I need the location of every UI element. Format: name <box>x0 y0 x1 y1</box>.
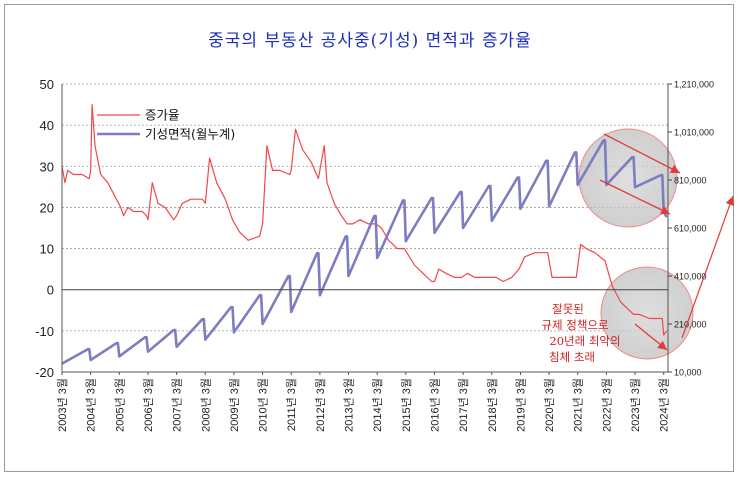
right-tick-label: 1,210,000 <box>674 80 714 90</box>
x-tick-label: 2010년 3월 <box>257 378 270 432</box>
trend-arrow-upper <box>603 133 681 174</box>
x-tick-label: 2011년 3월 <box>285 378 298 431</box>
trend-arrow-lower <box>599 179 671 215</box>
x-tick-label: 2024년 3월 <box>658 378 671 432</box>
right-axis-ticks: 1,210,000 1,010,000 810,000 610,000 410,000 2… <box>668 80 714 378</box>
left-tick-label: -10 <box>35 324 54 339</box>
left-tick-label: 50 <box>40 77 54 92</box>
x-tick-label: 2020년 3월 <box>543 378 556 432</box>
left-axis-ticks: 50 40 30 20 10 0 -10 -20 <box>35 77 54 380</box>
x-tick-label: 2004년 3월 <box>85 378 98 432</box>
x-tick-label: 2018년 3월 <box>486 378 499 432</box>
x-tick-label: 2008년 3월 <box>199 378 212 432</box>
x-tick-label: 2013년 3월 <box>343 378 356 432</box>
x-tick-label: 2017년 3월 <box>457 378 470 432</box>
x-tick-label: 2006년 3월 <box>142 378 155 432</box>
left-tick-label: 30 <box>40 159 54 174</box>
x-tick-label: 2014년 3월 <box>371 378 384 432</box>
x-tick-label: 2003년 3월 <box>56 378 69 432</box>
trend-arrow-lower-head <box>659 206 670 215</box>
right-tick-label: 610,000 <box>674 224 707 234</box>
left-tick-label: 0 <box>47 283 54 298</box>
x-tick-label: 2015년 3월 <box>400 378 413 432</box>
series-line-area <box>61 139 668 365</box>
x-tick-label: 2023년 3월 <box>629 378 642 432</box>
annotation-line: 규제 정책으로 <box>541 318 608 332</box>
outside-arrow-head <box>725 196 735 206</box>
left-tick-label: -20 <box>35 365 54 380</box>
right-tick-label: 810,000 <box>674 176 707 186</box>
trend-arrows <box>599 133 735 351</box>
series-layer <box>61 104 668 365</box>
trend-arrow-growth-head <box>657 340 667 350</box>
x-tick-label: 2021년 3월 <box>572 378 585 432</box>
left-tick-label: 20 <box>40 200 54 215</box>
legend-label: 기성면적(월누계) <box>145 127 235 142</box>
x-tick-label: 2005년 3월 <box>113 378 126 432</box>
right-tick-label: 1,010,000 <box>674 128 714 138</box>
trend-arrow-upper-head <box>669 164 680 173</box>
chart-title: 중국의 부동산 공사중(기성) 면적과 증가율 <box>208 31 532 51</box>
x-axis-ticks: 2003년 3월 2004년 3월 2005년 3월 2006년 3월 2007년 3월… <box>56 372 671 432</box>
outside-arrow <box>681 195 734 339</box>
annotation-line: 침체 초래 <box>549 350 595 364</box>
x-tick-label: 2022년 3월 <box>600 378 613 432</box>
x-tick-label: 2007년 3월 <box>171 378 184 432</box>
x-tick-label: 2019년 3월 <box>514 378 527 432</box>
annotation-line: 20년래 최악의 <box>549 334 620 348</box>
chart-frame <box>4 4 734 472</box>
right-tick-label: 210,000 <box>674 320 707 330</box>
x-tick-label: 2009년 3월 <box>228 378 241 432</box>
legend-label: 증가율 <box>145 108 180 123</box>
annotation-line: 잘못된 <box>552 302 584 316</box>
left-tick-label: 10 <box>40 242 54 257</box>
right-tick-label: 410,000 <box>674 272 707 282</box>
series-line-growth <box>61 104 668 336</box>
x-tick-label: 2012년 3월 <box>314 378 327 432</box>
highlight-circle-area <box>578 128 678 228</box>
left-tick-label: 40 <box>40 118 54 133</box>
right-tick-label: 10,000 <box>674 368 702 378</box>
x-tick-label: 2016년 3월 <box>428 378 441 432</box>
